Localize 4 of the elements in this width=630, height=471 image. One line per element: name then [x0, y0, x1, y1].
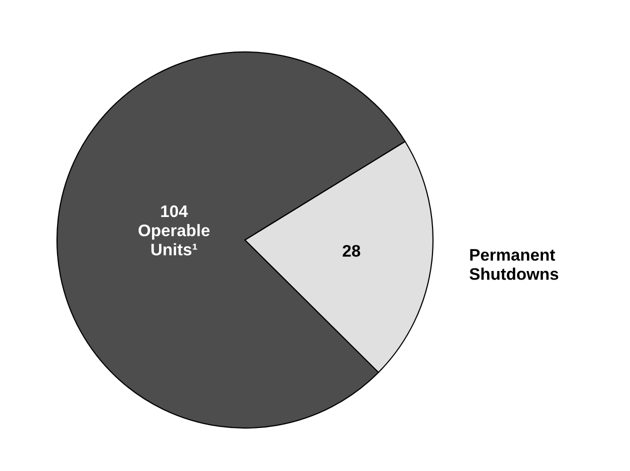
slice-label: Operable Units¹ [138, 224, 210, 256]
slice-label: Permanent Shutdowns [470, 249, 558, 280]
data-label: 28 [342, 244, 360, 257]
data-label: 104 [161, 205, 188, 218]
